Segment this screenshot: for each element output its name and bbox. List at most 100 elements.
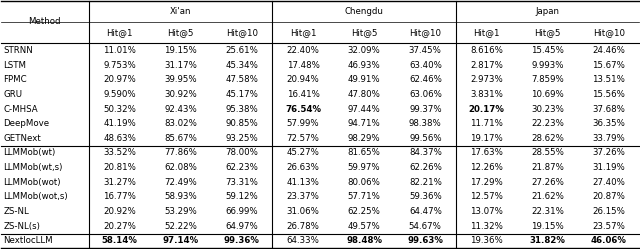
Text: C-MHSA: C-MHSA	[3, 105, 38, 114]
Text: 77.86%: 77.86%	[164, 148, 197, 158]
Text: 21.87%: 21.87%	[531, 163, 564, 172]
Text: 92.43%: 92.43%	[164, 105, 197, 114]
Text: 17.48%: 17.48%	[287, 61, 319, 69]
Text: 30.23%: 30.23%	[531, 105, 564, 114]
Text: 95.38%: 95.38%	[225, 105, 258, 114]
Text: 47.58%: 47.58%	[225, 75, 259, 84]
Text: 17.63%: 17.63%	[470, 148, 503, 158]
Text: Hit@10: Hit@10	[226, 28, 258, 37]
Text: 28.55%: 28.55%	[531, 148, 564, 158]
Text: 19.15%: 19.15%	[164, 46, 197, 55]
Text: Method: Method	[29, 17, 61, 26]
Text: 99.37%: 99.37%	[409, 105, 442, 114]
Text: 20.94%: 20.94%	[287, 75, 319, 84]
Text: 64.47%: 64.47%	[409, 207, 442, 216]
Text: LSTM: LSTM	[3, 61, 26, 69]
Text: 41.13%: 41.13%	[287, 178, 319, 187]
Text: 57.71%: 57.71%	[348, 192, 381, 201]
Text: 59.97%: 59.97%	[348, 163, 380, 172]
Text: 94.71%: 94.71%	[348, 119, 381, 128]
Text: LLMMob(wot): LLMMob(wot)	[3, 178, 61, 187]
Text: 47.80%: 47.80%	[348, 90, 381, 99]
Text: 27.40%: 27.40%	[593, 178, 625, 187]
Text: 76.54%: 76.54%	[285, 105, 321, 114]
Text: 64.97%: 64.97%	[225, 222, 258, 231]
Text: Chengdu: Chengdu	[345, 7, 383, 16]
Text: 80.06%: 80.06%	[348, 178, 381, 187]
Text: 58.14%: 58.14%	[102, 236, 138, 246]
Text: 30.92%: 30.92%	[164, 90, 197, 99]
Text: 20.27%: 20.27%	[103, 222, 136, 231]
Text: 31.19%: 31.19%	[593, 163, 625, 172]
Text: 10.69%: 10.69%	[531, 90, 564, 99]
Text: GETNext: GETNext	[3, 134, 41, 143]
Text: 45.17%: 45.17%	[225, 90, 259, 99]
Text: Hit@1: Hit@1	[473, 28, 500, 37]
Text: 39.95%: 39.95%	[164, 75, 197, 84]
Text: 83.02%: 83.02%	[164, 119, 197, 128]
Text: 31.82%: 31.82%	[530, 236, 566, 246]
Text: 26.63%: 26.63%	[287, 163, 319, 172]
Text: 54.67%: 54.67%	[409, 222, 442, 231]
Text: 78.00%: 78.00%	[225, 148, 259, 158]
Text: 25.61%: 25.61%	[225, 46, 259, 55]
Text: 63.06%: 63.06%	[409, 90, 442, 99]
Text: 31.06%: 31.06%	[287, 207, 319, 216]
Text: 48.63%: 48.63%	[103, 134, 136, 143]
Text: 32.09%: 32.09%	[348, 46, 381, 55]
Text: 19.17%: 19.17%	[470, 134, 503, 143]
Text: 90.85%: 90.85%	[225, 119, 258, 128]
Text: 50.32%: 50.32%	[103, 105, 136, 114]
Text: 82.21%: 82.21%	[409, 178, 442, 187]
Text: Hit@1: Hit@1	[106, 28, 132, 37]
Text: 52.22%: 52.22%	[164, 222, 197, 231]
Text: 49.57%: 49.57%	[348, 222, 381, 231]
Text: 11.71%: 11.71%	[470, 119, 503, 128]
Text: 99.56%: 99.56%	[409, 134, 442, 143]
Text: ZS-NL: ZS-NL	[3, 207, 29, 216]
Text: 20.17%: 20.17%	[468, 105, 504, 114]
Text: 46.06%: 46.06%	[591, 236, 627, 246]
Text: 63.40%: 63.40%	[409, 61, 442, 69]
Text: 85.67%: 85.67%	[164, 134, 197, 143]
Text: 59.12%: 59.12%	[225, 192, 258, 201]
Text: 58.93%: 58.93%	[164, 192, 197, 201]
Text: 93.25%: 93.25%	[225, 134, 258, 143]
Text: 23.57%: 23.57%	[593, 222, 625, 231]
Text: 31.27%: 31.27%	[103, 178, 136, 187]
Text: 72.49%: 72.49%	[164, 178, 197, 187]
Text: FPMC: FPMC	[3, 75, 27, 84]
Text: 73.31%: 73.31%	[225, 178, 259, 187]
Text: GRU: GRU	[3, 90, 22, 99]
Text: 62.46%: 62.46%	[409, 75, 442, 84]
Text: 22.31%: 22.31%	[531, 207, 564, 216]
Text: Hit@10: Hit@10	[593, 28, 625, 37]
Text: 97.44%: 97.44%	[348, 105, 381, 114]
Text: 19.15%: 19.15%	[531, 222, 564, 231]
Text: 49.91%: 49.91%	[348, 75, 380, 84]
Text: 12.57%: 12.57%	[470, 192, 503, 201]
Text: 36.35%: 36.35%	[593, 119, 625, 128]
Text: 37.26%: 37.26%	[593, 148, 625, 158]
Text: Japan: Japan	[536, 7, 559, 16]
Text: 2.973%: 2.973%	[470, 75, 503, 84]
Text: 33.79%: 33.79%	[593, 134, 625, 143]
Text: 62.25%: 62.25%	[348, 207, 381, 216]
Text: 17.29%: 17.29%	[470, 178, 503, 187]
Text: 3.831%: 3.831%	[470, 90, 503, 99]
Text: 12.26%: 12.26%	[470, 163, 503, 172]
Text: 81.65%: 81.65%	[348, 148, 381, 158]
Text: 45.34%: 45.34%	[225, 61, 259, 69]
Text: 2.817%: 2.817%	[470, 61, 503, 69]
Text: 9.993%: 9.993%	[531, 61, 564, 69]
Text: 62.23%: 62.23%	[225, 163, 259, 172]
Text: 23.37%: 23.37%	[287, 192, 319, 201]
Text: 15.56%: 15.56%	[593, 90, 625, 99]
Text: 98.48%: 98.48%	[346, 236, 382, 246]
Text: STRNN: STRNN	[3, 46, 33, 55]
Text: Hit@5: Hit@5	[351, 28, 378, 37]
Text: 28.62%: 28.62%	[531, 134, 564, 143]
Text: 22.40%: 22.40%	[287, 46, 319, 55]
Text: 15.45%: 15.45%	[531, 46, 564, 55]
Text: Hit@5: Hit@5	[534, 28, 561, 37]
